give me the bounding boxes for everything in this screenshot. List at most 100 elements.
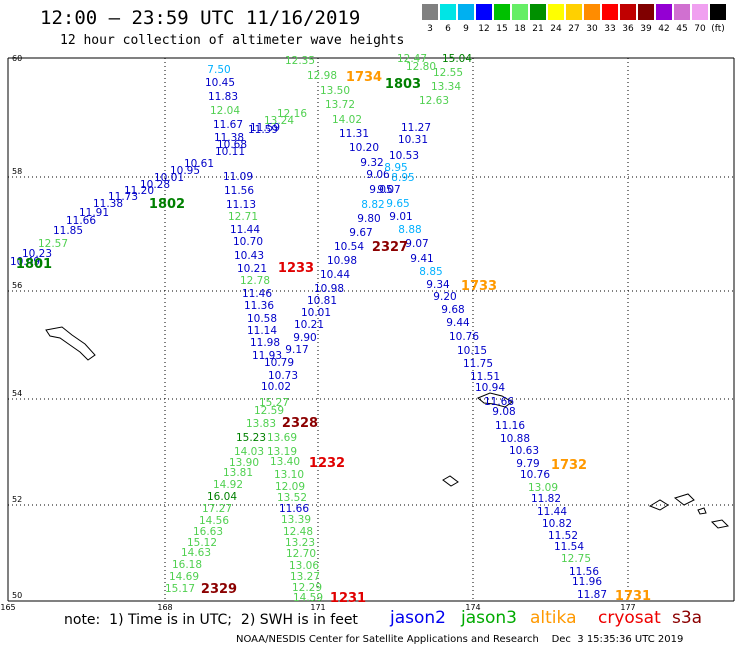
lat-tick-label: 50	[12, 591, 22, 600]
land-masses	[45, 326, 730, 529]
swh-value: 8.95	[391, 172, 414, 184]
legend-label: 42	[658, 24, 670, 34]
swh-value: 9.80	[357, 213, 380, 225]
swh-value: 14.59	[293, 592, 323, 604]
wave-height-values: 7.5010.4511.8312.0411.6711.3810.6810.111…	[10, 53, 607, 604]
swh-value: 12.55	[433, 67, 463, 79]
swh-value: 11.52	[548, 530, 578, 542]
lat-tick-label: 56	[12, 281, 22, 290]
swh-value: 13.24	[264, 115, 294, 127]
pass-time-label: 1233	[278, 261, 314, 276]
swh-value: 9.32	[360, 157, 383, 169]
swh-value: 9.90	[293, 332, 316, 344]
swh-value: 10.15	[457, 345, 487, 357]
island-far-east-1	[648, 499, 669, 511]
swh-value: 7.50	[207, 64, 230, 76]
swh-value: 9.67	[349, 227, 372, 239]
satellite-jason3: jason3	[461, 608, 517, 628]
swh-value: 16.63	[193, 526, 223, 538]
swh-value: 13.19	[267, 446, 297, 458]
pass-time-label: 2327	[372, 240, 408, 255]
legend-label: 33	[604, 24, 616, 34]
legend-swatch	[458, 4, 474, 20]
swh-value: 11.13	[226, 199, 256, 211]
swh-value: 10.21	[294, 319, 324, 331]
swh-value: 13.06	[289, 560, 319, 572]
swh-value: 11.44	[537, 506, 567, 518]
swh-value: 11.59	[250, 122, 280, 134]
legend-swatch	[530, 4, 546, 20]
satellite-cryosat: cryosat	[598, 608, 661, 628]
swh-value: 15.12	[187, 537, 217, 549]
lat-tick-label: 58	[12, 167, 22, 176]
swh-value: 15.23	[236, 432, 266, 444]
swh-value: 11.36	[244, 300, 274, 312]
swh-value: 10.44	[320, 269, 350, 281]
swh-value: 8.85	[419, 266, 442, 278]
swh-value: 13.90	[229, 457, 259, 469]
swh-value: 11.38	[93, 198, 123, 210]
swh-value: 9.08	[492, 406, 515, 418]
swh-value: 9.06	[366, 169, 390, 181]
swh-value: 12.75	[561, 553, 591, 565]
swh-value: 13.23	[285, 537, 315, 549]
swh-value: 11.59	[248, 124, 278, 136]
swh-value: 11.93	[252, 350, 282, 362]
legend-label: 30	[586, 24, 598, 34]
lat-tick-label: 60	[12, 54, 22, 63]
legend-swatch	[566, 4, 582, 20]
swh-value: 9.41	[410, 253, 433, 265]
legend-swatch	[602, 4, 618, 20]
lon-tick-label: 174	[465, 603, 480, 612]
swh-value: 10.31	[398, 134, 428, 146]
swh-value: 11.54	[554, 541, 584, 553]
pass-time-label: 1734	[346, 70, 382, 85]
swh-value: 13.50	[320, 85, 350, 97]
swh-value: 11.96	[572, 576, 602, 588]
satellite-altika: altika	[530, 608, 577, 628]
island-far-east-2	[673, 493, 695, 506]
swh-value: 11.14	[247, 325, 277, 337]
swh-value: 11.83	[208, 91, 238, 103]
swh-value: 11.46	[242, 288, 272, 300]
legend-swatch	[440, 4, 456, 20]
swh-value: 12.16	[277, 108, 307, 120]
swh-value: 10.68	[217, 139, 247, 151]
swh-value: 10.73	[268, 370, 298, 382]
island-far-east-3	[710, 519, 730, 529]
swh-value: 10.70	[233, 236, 263, 248]
swh-value: 12.59	[254, 405, 284, 417]
lat-tick-label: 52	[12, 495, 22, 504]
legend-swatch	[476, 4, 492, 20]
pass-time-label: 2328	[282, 416, 318, 431]
swh-value: 13.09	[528, 482, 558, 494]
swh-value: 14.92	[213, 479, 243, 491]
lon-tick-label: 168	[157, 603, 172, 612]
legend-label: 21	[532, 24, 544, 34]
swh-value: 10.81	[307, 295, 337, 307]
page-title: 12:00 – 23:59 UTC 11/16/2019	[40, 7, 361, 29]
footer-credit: NOAA/NESDIS Center for Satellite Applica…	[236, 634, 684, 645]
swh-value: 14.63	[181, 547, 211, 559]
swh-value: 9.65	[386, 198, 409, 210]
swh-value: 13.83	[246, 418, 276, 430]
swh-value: 12.48	[283, 526, 313, 538]
swh-value: 8.82	[361, 199, 384, 211]
swh-value: 9.17	[285, 344, 308, 356]
satellite-jason2: jason2	[390, 608, 446, 628]
legend-label: 12	[478, 24, 490, 34]
swh-value: 11.66	[279, 503, 309, 515]
swh-value: 10.01	[301, 307, 331, 319]
legend-label: 9	[463, 24, 469, 34]
swh-value: 13.40	[270, 456, 300, 468]
island-east-2	[442, 475, 459, 487]
swh-value: 10.58	[247, 313, 277, 325]
swh-value: 14.02	[332, 114, 362, 126]
swh-value: 12.04	[210, 105, 240, 117]
legend-label: 39	[640, 24, 652, 34]
pass-time-label: 1231	[330, 591, 366, 606]
swh-value: 13.72	[325, 99, 355, 111]
swh-value: 10.45	[205, 77, 235, 89]
swh-value: 10.94	[475, 382, 505, 394]
